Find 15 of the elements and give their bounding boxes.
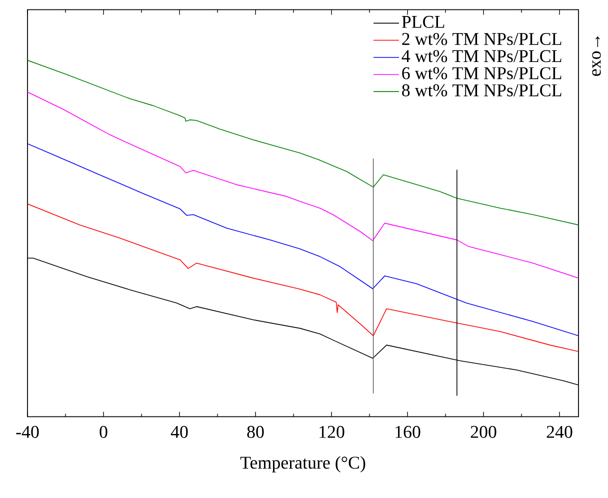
legend-label: PLCL [402,16,444,28]
legend-label: 8 wt% TM NPs/PLCL [402,84,562,96]
x-tick-label: 200 [470,426,496,438]
x-tick-label: 0 [100,426,108,438]
legend-label: 6 wt% TM NPs/PLCL [402,67,562,80]
x-tick-label: 80 [247,426,264,438]
x-tick-label: 120 [320,426,344,438]
x-tick-label: 40 [170,426,188,438]
x-tick-label: -40 [16,426,39,438]
legend-label: 4 wt% TM NPs/PLCL [402,50,562,62]
x-tick-label: 160 [396,426,420,438]
text: exo→ [592,36,601,76]
x-tick-label: 240 [546,426,572,438]
legend-label: 2 wt% TM NPs/PLCL [402,32,562,46]
x-axis-title: Temperature (°C) [240,456,366,472]
